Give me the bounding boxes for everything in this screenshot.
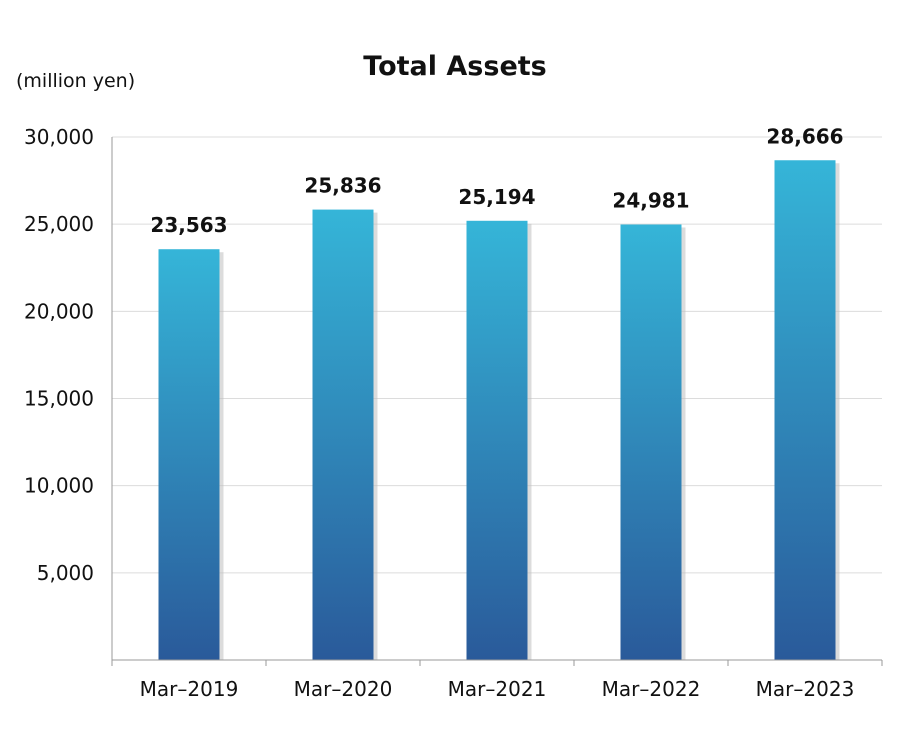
- axes: [111, 137, 883, 666]
- data-label: 23,563: [150, 213, 227, 237]
- x-tick-label: Mar–2022: [602, 677, 701, 701]
- data-label: 25,836: [304, 174, 381, 198]
- data-label: 25,194: [458, 185, 535, 209]
- labels: 5,000 10,000 15,000 20,000 25,000 30,000 23,56…: [24, 124, 854, 701]
- unit-label: (million yen): [16, 70, 135, 92]
- x-tick-label: Mar–2019: [140, 677, 239, 701]
- data-label: 24,981: [612, 188, 689, 212]
- y-tick-label: 20,000: [24, 299, 94, 323]
- chart-title: Total Assets: [363, 51, 547, 82]
- y-tick-label: 30,000: [24, 125, 94, 149]
- data-label: 28,666: [766, 124, 843, 148]
- y-tick-label: 10,000: [24, 474, 94, 498]
- bar: [774, 160, 836, 660]
- y-tick-label: 25,000: [24, 212, 94, 236]
- bar: [158, 249, 220, 660]
- bar: [312, 209, 374, 660]
- bars: [158, 160, 840, 660]
- x-tick-label: Mar–2023: [756, 677, 855, 701]
- x-tick-label: Mar–2021: [448, 677, 547, 701]
- x-tick-label: Mar–2020: [294, 677, 393, 701]
- y-tick-label: 15,000: [24, 387, 94, 411]
- y-tick-label: 5,000: [37, 561, 94, 585]
- bar: [466, 220, 528, 660]
- bar: [620, 224, 682, 660]
